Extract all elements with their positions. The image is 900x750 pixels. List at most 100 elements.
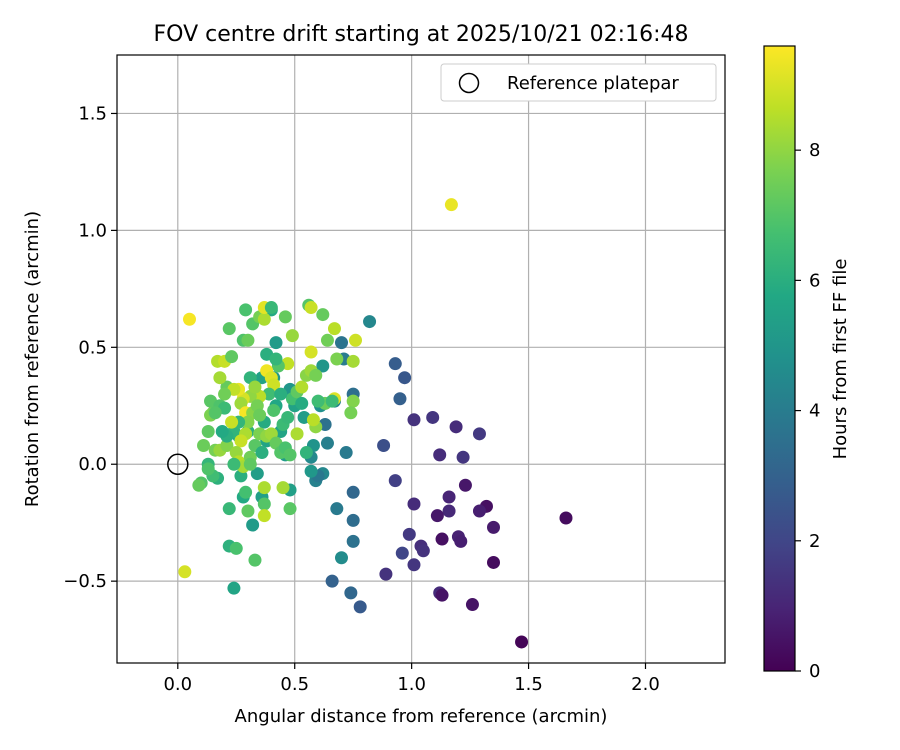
data-point — [255, 446, 269, 460]
legend: Reference platepar — [440, 63, 717, 102]
legend-marker — [458, 72, 480, 94]
data-point — [346, 354, 360, 368]
data-point — [283, 502, 297, 516]
data-point — [304, 301, 318, 315]
data-point — [430, 509, 444, 523]
data-point — [257, 312, 271, 326]
data-point — [449, 420, 463, 434]
data-point — [218, 387, 232, 401]
data-point — [229, 541, 243, 555]
data-point — [442, 490, 456, 504]
data-point — [344, 586, 358, 600]
data-point — [349, 333, 363, 347]
legend-box — [440, 63, 717, 102]
data-point — [264, 301, 278, 315]
y-tick-label: 1.5 — [78, 103, 107, 124]
y-tick-label: 0.5 — [78, 337, 107, 358]
data-point — [465, 598, 479, 612]
data-point — [257, 481, 271, 495]
x-tick-label: 0.5 — [280, 674, 309, 695]
x-tick-label: 2.0 — [631, 674, 660, 695]
data-point — [559, 511, 573, 525]
data-point — [334, 336, 348, 350]
data-point — [388, 474, 402, 488]
data-point — [435, 532, 449, 546]
data-point — [407, 497, 421, 511]
data-point — [486, 520, 500, 534]
x-tick-label: 1.0 — [397, 674, 426, 695]
data-point — [325, 394, 339, 408]
data-point — [433, 448, 447, 462]
data-point — [472, 504, 486, 518]
data-point — [243, 457, 257, 471]
data-point — [257, 497, 271, 511]
data-point — [398, 371, 412, 385]
colorbar-tick-label: 6 — [809, 270, 820, 291]
colorbar-tick-label: 8 — [809, 140, 820, 161]
data-point — [201, 462, 215, 476]
data-point — [227, 457, 241, 471]
data-point — [299, 446, 313, 460]
data-point — [281, 410, 295, 424]
data-point — [346, 485, 360, 499]
data-point — [283, 448, 297, 462]
data-point — [334, 551, 348, 565]
data-point — [248, 553, 262, 567]
reference-marker — [167, 453, 189, 475]
data-point — [248, 380, 262, 394]
legend-label: Reference platepar — [507, 73, 679, 94]
y-tick-label: 0.0 — [78, 454, 107, 475]
x-tick-label: 1.5 — [514, 674, 543, 695]
data-point — [241, 415, 255, 429]
y-tick-label: −0.5 — [63, 571, 107, 592]
y-axis-label: Rotation from reference (arcmin) — [22, 211, 43, 507]
data-point — [274, 387, 288, 401]
data-point — [225, 350, 239, 364]
data-point — [295, 396, 309, 410]
data-point — [472, 427, 486, 441]
data-point — [339, 446, 353, 460]
data-point — [222, 322, 236, 336]
data-point — [269, 352, 283, 366]
data-point — [320, 333, 334, 347]
data-point — [377, 439, 391, 453]
data-point — [388, 357, 402, 371]
data-point — [416, 544, 430, 558]
data-point — [213, 371, 227, 385]
colorbar-tick-label: 0 — [809, 661, 820, 682]
data-point — [456, 450, 470, 464]
data-point — [407, 558, 421, 572]
x-axis-label: Angular distance from reference (arcmin) — [235, 706, 608, 727]
x-axis-ticks: 0.0 0.5 1.0 1.5 2.0 — [163, 663, 660, 695]
data-point — [227, 581, 241, 595]
data-point — [182, 312, 196, 326]
data-point — [458, 478, 472, 492]
data-point — [407, 413, 421, 427]
data-point — [241, 333, 255, 347]
colorbar-gradient — [763, 45, 796, 672]
data-point — [192, 478, 206, 492]
chart-title: FOV centre drift starting at 2025/10/21 … — [154, 22, 689, 47]
data-point — [393, 392, 407, 406]
data-point — [246, 518, 260, 532]
data-point — [435, 588, 449, 602]
data-point — [320, 436, 334, 450]
colorbar-tick-label: 2 — [809, 531, 820, 552]
data-point — [215, 424, 229, 438]
data-point — [363, 315, 377, 329]
data-point — [325, 574, 339, 588]
data-point — [241, 504, 255, 518]
data-point — [311, 394, 325, 408]
data-point — [344, 406, 358, 420]
data-point — [222, 502, 236, 516]
data-point — [269, 336, 283, 350]
y-axis-ticks: −0.5 0.0 0.5 1.0 1.5 — [63, 103, 117, 592]
data-point — [346, 394, 360, 408]
data-point — [278, 310, 292, 324]
data-point — [276, 481, 290, 495]
data-point — [486, 555, 500, 569]
data-point — [426, 410, 440, 424]
data-point — [442, 504, 456, 518]
data-point — [346, 513, 360, 527]
data-point — [239, 303, 253, 317]
